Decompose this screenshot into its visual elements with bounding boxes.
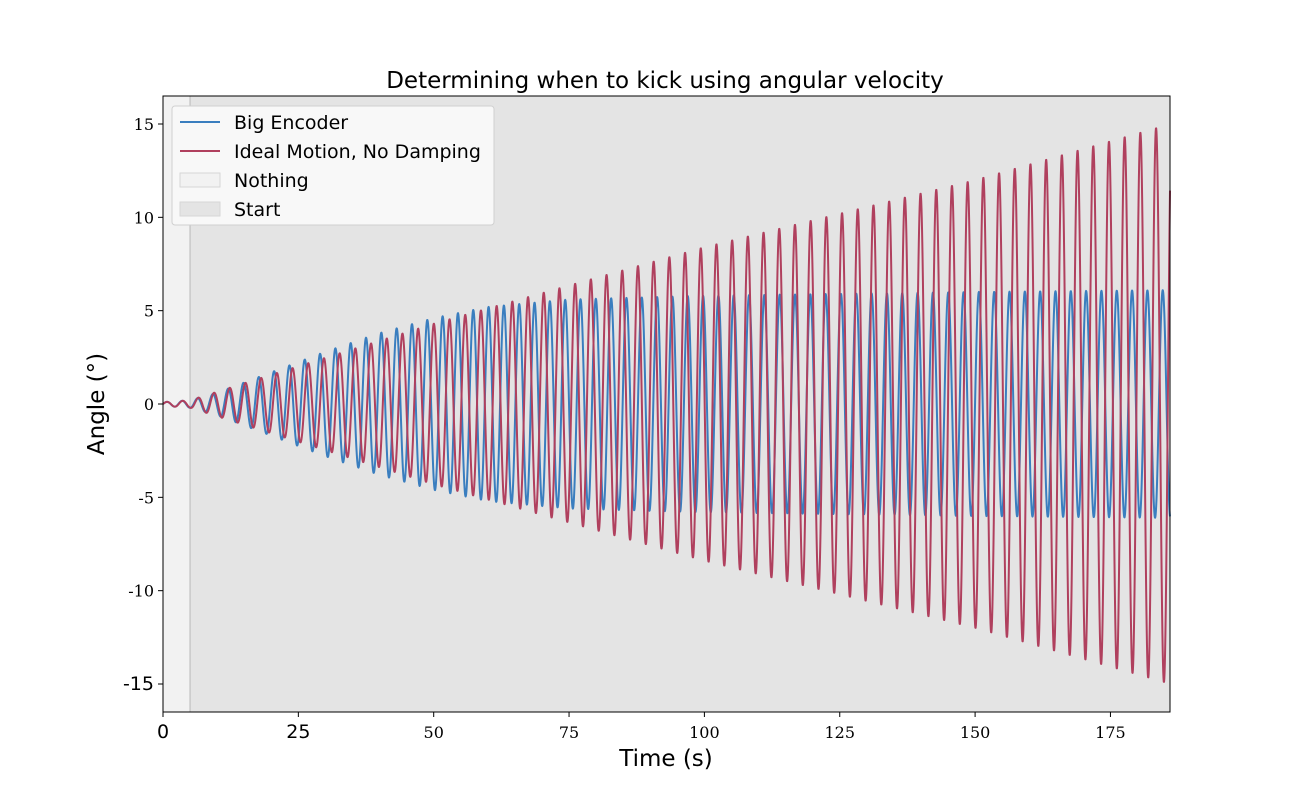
chart-title: Determining when to kick using angular v… — [386, 68, 944, 94]
legend-label: Start — [234, 199, 280, 221]
y-tick-label: -5 — [138, 488, 154, 507]
x-tick-label: 100 — [689, 723, 720, 742]
y-tick-label: 10 — [134, 208, 154, 227]
x-tick-label: 25 — [286, 721, 310, 743]
legend: Big Encoder Ideal Motion, No Damping Nothi… — [171, 105, 495, 226]
series-lines — [162, 127, 1171, 683]
y-tick-label: 0 — [144, 395, 154, 414]
y-tick-label: -15 — [123, 673, 154, 695]
y-axis-label: Angle (°) — [84, 353, 110, 455]
x-tick-label: 175 — [1095, 723, 1126, 742]
x-tick-label: 75 — [559, 723, 579, 742]
y-axis-ticks: 15 10 5 0 -5 -10 -15 — [123, 115, 163, 695]
legend-box — [171, 105, 495, 226]
legend-label: Nothing — [234, 170, 309, 192]
y-tick-label: -10 — [128, 582, 154, 601]
legend-swatch — [179, 201, 221, 217]
y-tick-label: 15 — [134, 115, 154, 134]
x-axis-label: Time (s) — [618, 746, 713, 772]
x-tick-label: 0 — [157, 721, 169, 743]
legend-label: Big Encoder — [234, 112, 348, 134]
x-tick-label: 125 — [824, 723, 855, 742]
series-line-big-encoder — [162, 289, 1171, 519]
legend-swatch — [179, 172, 221, 188]
x-axis-ticks: 0 25 50 75 100 125 150 175 — [157, 712, 1126, 743]
x-tick-label: 150 — [960, 723, 991, 742]
series-line-ideal-motion — [162, 127, 1171, 683]
x-tick-label: 50 — [424, 723, 444, 742]
legend-label: Ideal Motion, No Damping — [234, 141, 481, 163]
y-tick-label: 5 — [144, 302, 154, 321]
